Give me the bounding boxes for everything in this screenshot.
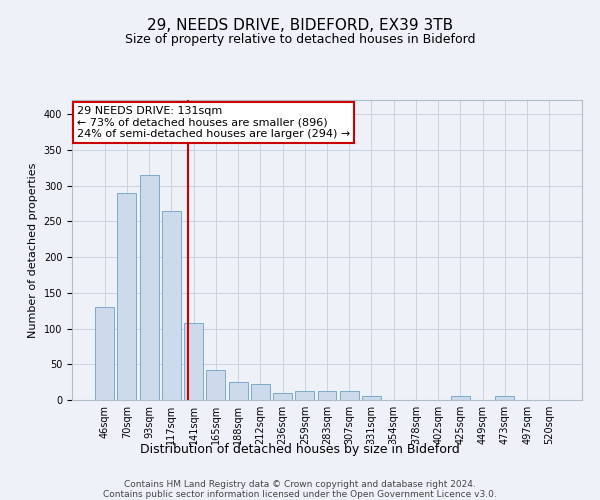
Bar [317,392,337,400]
Bar [184,323,203,400]
Bar [451,396,470,400]
Bar [273,393,292,400]
Bar [251,384,270,400]
Text: 29 NEEDS DRIVE: 131sqm
← 73% of detached houses are smaller (896)
24% of semi-de: 29 NEEDS DRIVE: 131sqm ← 73% of detached… [77,106,350,139]
Text: Contains HM Land Registry data © Crown copyright and database right 2024.
Contai: Contains HM Land Registry data © Crown c… [103,480,497,500]
Bar [118,193,136,400]
Bar [340,392,359,400]
Bar [496,396,514,400]
Bar [162,210,181,400]
Bar [140,175,158,400]
Bar [95,307,114,400]
Text: Size of property relative to detached houses in Bideford: Size of property relative to detached ho… [125,32,475,46]
Bar [295,392,314,400]
Text: Distribution of detached houses by size in Bideford: Distribution of detached houses by size … [140,442,460,456]
Bar [362,396,381,400]
Bar [229,382,248,400]
Bar [206,370,225,400]
Y-axis label: Number of detached properties: Number of detached properties [28,162,38,338]
Text: 29, NEEDS DRIVE, BIDEFORD, EX39 3TB: 29, NEEDS DRIVE, BIDEFORD, EX39 3TB [147,18,453,32]
